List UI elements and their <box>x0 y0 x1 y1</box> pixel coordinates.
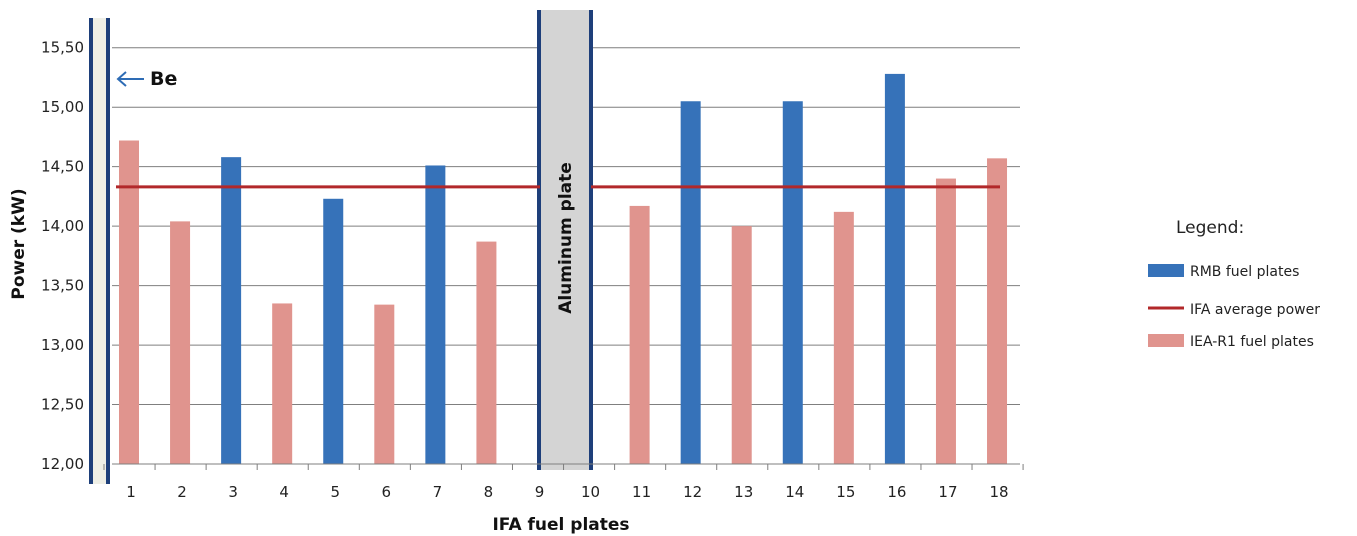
legend-label-rmb-fuel-plates: RMB fuel plates <box>1190 264 1299 280</box>
y-tick-label: 12,50 <box>41 396 84 414</box>
y-tick-label: 15,50 <box>41 39 84 57</box>
iea-r1-fuel-plates-bar <box>476 241 497 464</box>
x-tick-label: 18 <box>989 483 1008 501</box>
x-tick-label: 17 <box>938 483 957 501</box>
y-tick-label: 14,00 <box>41 217 84 235</box>
rmb-fuel-plates-bar <box>782 101 803 465</box>
y-tick-label: 12,00 <box>41 455 84 473</box>
legend: Legend: RMB fuel plates IFA average power… <box>1148 218 1320 350</box>
x-tick-label: 3 <box>228 483 238 501</box>
reactor-structures <box>89 10 593 484</box>
iea-r1-fuel-plates-bar <box>374 304 395 464</box>
x-tick-label: 6 <box>382 483 392 501</box>
x-tick-label: 10 <box>581 483 600 501</box>
x-axis-title: IFA fuel plates <box>492 515 629 535</box>
x-tick-label: 15 <box>836 483 855 501</box>
be-label: Be <box>150 68 177 90</box>
x-tick-label: 4 <box>279 483 289 501</box>
y-tick-label: 15,00 <box>41 98 84 116</box>
x-tick-label: 2 <box>177 483 187 501</box>
x-tick-label: 8 <box>484 483 494 501</box>
legend-swatch-iea-r1-fuel-plates <box>1148 334 1184 347</box>
iea-r1-fuel-plates-bar <box>731 226 752 464</box>
iea-r1-fuel-plates-bar <box>833 211 854 464</box>
iea-r1-fuel-plates-bar <box>629 205 650 464</box>
y-tick-label: 14,50 <box>41 158 84 176</box>
iea-r1-fuel-plates-bar <box>272 303 293 464</box>
legend-title: Legend: <box>1176 218 1244 238</box>
x-tick-label: 11 <box>632 483 651 501</box>
aluminum-plate <box>540 10 590 470</box>
y-tick-labels: 12,00 12,50 13,00 13,50 14,00 14,50 15,00 15,50 <box>41 39 84 473</box>
y-tick-label: 13,50 <box>41 277 84 295</box>
x-tick-label: 7 <box>433 483 443 501</box>
legend-label-iea-r1-fuel-plates: IEA-R1 fuel plates <box>1190 334 1314 350</box>
annotations: Be Aluminum plate <box>116 68 576 314</box>
iea-r1-fuel-plates-bar <box>935 178 956 464</box>
aluminum-plate-label: Aluminum plate <box>556 162 576 314</box>
rmb-fuel-plates-bar <box>680 101 701 465</box>
x-tick-label: 14 <box>785 483 804 501</box>
x-tick-label: 16 <box>887 483 906 501</box>
x-tick-label: 12 <box>683 483 702 501</box>
be-arrow-head-icon <box>116 71 127 87</box>
y-tick-label: 13,00 <box>41 336 84 354</box>
axes <box>103 463 1024 470</box>
rmb-fuel-plates-bar <box>425 165 446 464</box>
rmb-fuel-plates-bar <box>323 198 344 464</box>
x-tick-label: 5 <box>330 483 340 501</box>
x-tick-labels: 1 2 3 4 5 6 7 8 9 10 11 12 13 14 15 16 17 18 <box>126 483 1008 501</box>
legend-swatch-rmb-fuel-plates <box>1148 264 1184 277</box>
x-tick-label: 9 <box>535 483 545 501</box>
iea-r1-fuel-plates-bar <box>987 158 1008 464</box>
iea-r1-fuel-plates-bar <box>119 140 139 464</box>
y-axis-title: Power (kW) <box>9 188 29 299</box>
rmb-fuel-plates-bar <box>221 157 242 465</box>
be-reflector-strip <box>91 18 108 484</box>
legend-label-ifa-average-power: IFA average power <box>1190 302 1320 318</box>
x-tick-label: 1 <box>126 483 136 501</box>
rmb-fuel-plates-bar <box>884 73 905 464</box>
x-tick-label: 13 <box>734 483 753 501</box>
bars <box>119 73 1008 465</box>
iea-r1-fuel-plates-bar <box>170 221 191 464</box>
